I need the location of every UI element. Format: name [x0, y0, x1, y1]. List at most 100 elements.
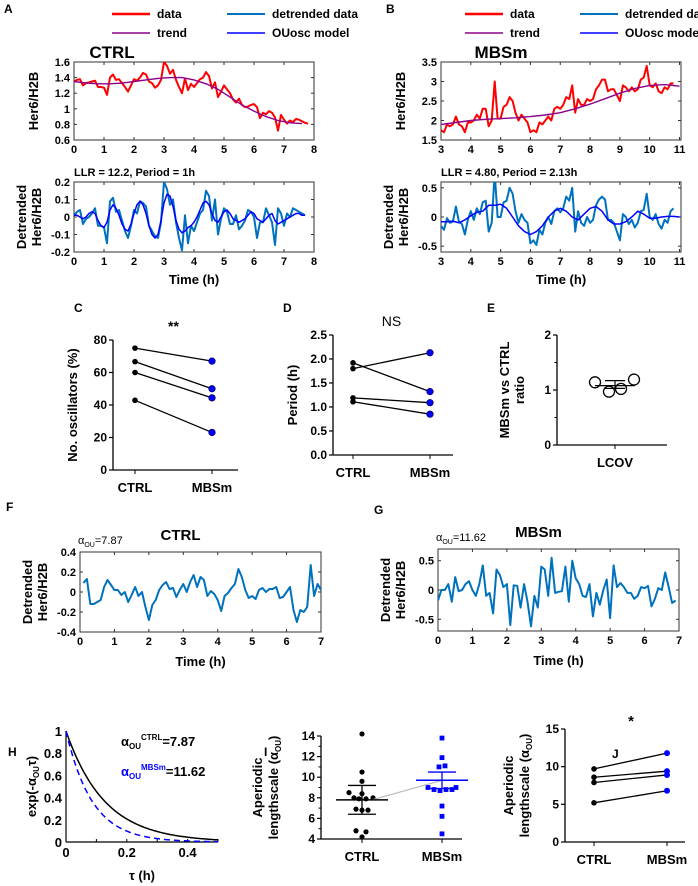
plot-subtitle: LLR = 12.2, Period = 1h — [74, 167, 195, 179]
ctrl-point — [353, 828, 359, 834]
x-tick-label: 1 — [101, 256, 107, 268]
y-tick-label: 2.0 — [310, 352, 327, 366]
plot-subtitle: LLR = 4.80, Period = 2.13h — [441, 167, 578, 179]
pair-line — [593, 790, 668, 804]
ctrl-point — [350, 360, 356, 366]
y-tick-label: 0.8 — [44, 746, 62, 761]
ctrl-point — [359, 834, 365, 840]
x-tick-label: 4 — [468, 256, 475, 268]
y-tick-label: 5 — [552, 797, 559, 811]
x-tick-label: 0 — [435, 635, 441, 647]
panel-label-i: I — [264, 745, 267, 759]
y-tick-label: 1 — [64, 104, 70, 116]
x-tick-label: 7 — [281, 256, 287, 268]
significance-label: ** — [168, 318, 179, 334]
y-tick-label: 0 — [55, 835, 62, 850]
y-tick-label: 1 — [544, 383, 551, 397]
x-tick-label: 6 — [251, 256, 257, 268]
ctrl-point — [365, 807, 371, 813]
legend-label: trend — [510, 26, 540, 40]
y-axis-label: ratio — [512, 376, 527, 404]
y-axis-label: Her6/H2B — [26, 72, 41, 131]
y-tick-label: 0 — [64, 212, 70, 224]
pair-line — [352, 401, 431, 415]
pair-line — [593, 774, 668, 784]
pair-line — [352, 352, 431, 370]
ctrl-point — [363, 796, 369, 802]
ctrl-point — [132, 358, 138, 365]
mbsm-point — [208, 428, 216, 437]
ctrl-point — [591, 800, 597, 806]
y-tick-label: 1.4 — [55, 73, 71, 85]
category-label: CTRL — [118, 480, 153, 495]
category-label: CTRL — [336, 465, 371, 480]
y-axis-label: Her6/H2B — [29, 188, 44, 247]
y-axis-label: MBSm vs CTRL — [497, 342, 512, 439]
panel-label-a: A — [4, 2, 13, 16]
ctrl-point — [351, 795, 357, 801]
category-label: LCOV — [597, 455, 633, 470]
y-axis-label: Detrended — [381, 185, 396, 249]
y-axis-label: Aperiodic — [501, 756, 516, 816]
x-tick-label: 3 — [180, 636, 186, 648]
model-line — [74, 193, 305, 239]
y-tick-label: 1.2 — [55, 88, 70, 100]
y-tick-label: 1.6 — [55, 57, 70, 69]
x-tick-label: 9 — [617, 256, 623, 268]
panel-label-d: D — [283, 301, 292, 315]
y-tick-label: 2.5 — [422, 96, 437, 108]
y-tick-label: 0.6 — [55, 135, 70, 147]
y-axis-label: Her6/H2B — [393, 72, 408, 131]
mbsm-point — [431, 787, 437, 792]
x-tick-label: 6 — [642, 635, 648, 647]
mbsm-point — [426, 349, 434, 357]
x-tick-label: 3 — [438, 256, 444, 268]
mbsm-point — [426, 399, 434, 407]
y-tick-label: 0 — [100, 463, 107, 477]
panel-b: data detrended data trend OUosc model 3 4 5 6 7 8… — [381, 7, 698, 287]
x-tick-label: 6 — [251, 144, 257, 156]
y-tick-label: 0.8 — [55, 119, 70, 131]
x-tick-label: 2 — [131, 144, 137, 156]
ctrl-point — [350, 365, 356, 372]
y-tick-label: 0.6 — [44, 768, 62, 783]
x-tick-label: 8 — [587, 256, 593, 268]
plot-title: CTRL — [89, 43, 134, 62]
mbsm-alpha-label: αOUMBSm=11.62 — [121, 763, 205, 781]
y-tick-label: 0.2 — [61, 567, 76, 579]
x-tick-label: 0 — [62, 845, 69, 860]
y-tick-label: 60 — [94, 366, 108, 380]
mbsm-point — [208, 385, 216, 393]
x-tick-label: 3 — [161, 144, 167, 156]
x-tick-label: 5 — [498, 144, 504, 156]
mbsm-point — [664, 750, 670, 757]
mbsm-point — [426, 388, 434, 396]
y-tick-label: 12 — [302, 750, 316, 764]
legend-label: trend — [157, 26, 187, 40]
x-tick-label: 4 — [191, 144, 198, 156]
panel-d: 0.0 0.5 1.0 1.5 2.0 2.5 CTRL MBSm NS Period (h) — [285, 313, 453, 480]
ctrl-point — [346, 790, 352, 796]
x-tick-label: 7 — [676, 635, 682, 647]
y-axis-label: Detrended — [378, 558, 393, 622]
data-line — [441, 64, 674, 134]
ctrl-point — [353, 806, 359, 812]
legend-label: detrended data — [625, 7, 698, 21]
category-label: MBSm — [192, 480, 232, 495]
y-tick-label: 0 — [552, 835, 559, 849]
x-tick-label: 0 — [71, 256, 77, 268]
detrended-line — [438, 556, 677, 628]
x-tick-label: 7 — [318, 636, 324, 648]
x-axis-label: τ (h) — [129, 868, 155, 883]
pair-line — [134, 360, 213, 390]
mbsm-point — [449, 787, 455, 792]
x-tick-label: 0.2 — [118, 845, 136, 860]
ctrl-alpha-label: αOUCTRL=7.87 — [121, 733, 195, 751]
mbsm-point — [436, 764, 442, 770]
panel-label-g: G — [374, 503, 383, 517]
x-tick-label: 3 — [161, 256, 167, 268]
x-tick-label: 10 — [644, 256, 656, 268]
y-tick-label: 2 — [431, 116, 437, 128]
